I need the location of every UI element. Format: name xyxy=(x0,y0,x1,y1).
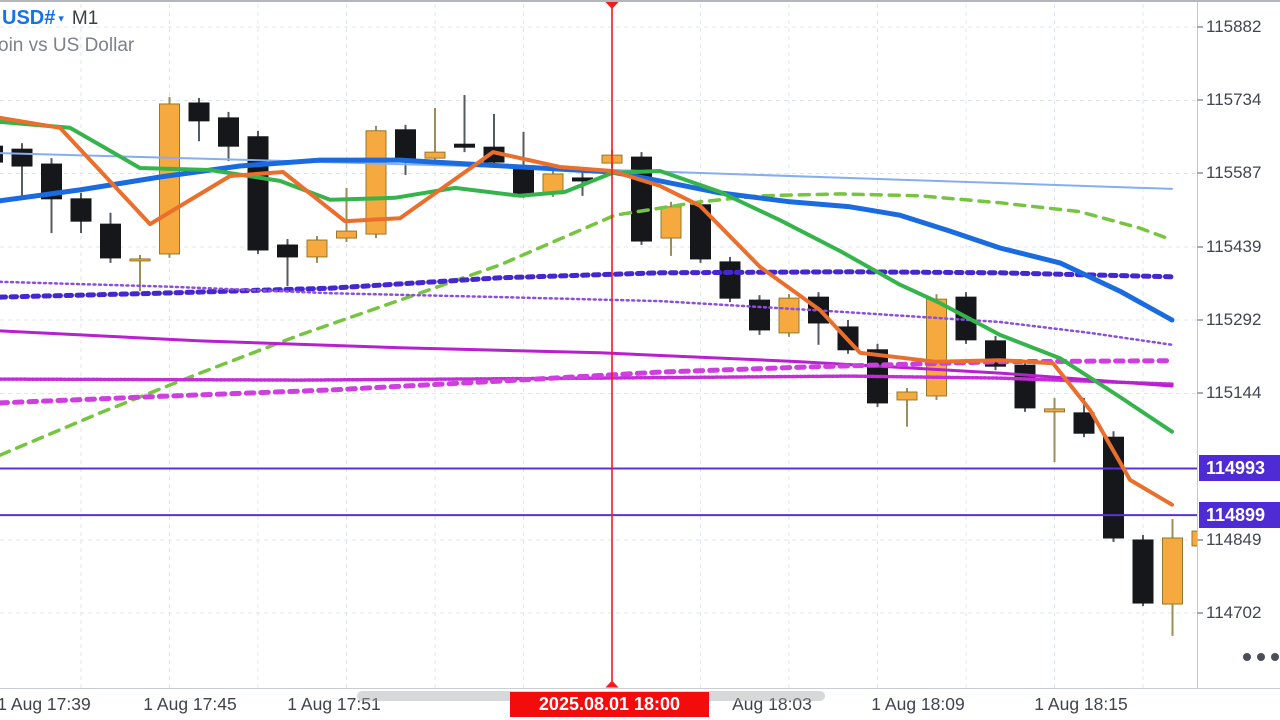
candle-body xyxy=(129,258,151,262)
ma-violet-dotted-line xyxy=(0,280,1174,347)
time-tick-label: Aug 18:03 xyxy=(732,694,812,714)
candle-body xyxy=(1014,364,1036,409)
price-tick-label: 115882 xyxy=(1206,17,1262,36)
candle-body xyxy=(277,244,298,258)
price-tick-mark xyxy=(1197,538,1203,541)
ma-magenta-solid-line xyxy=(0,329,1174,388)
candle-body xyxy=(1073,412,1095,434)
price-axis-border xyxy=(1197,2,1198,688)
candle-body xyxy=(719,261,741,299)
time-tick-label: 1 Aug 17:51 xyxy=(287,694,381,714)
price-tick-label: 114849 xyxy=(1206,529,1262,549)
candle-body xyxy=(1044,408,1065,413)
more-options-dots[interactable] xyxy=(1243,653,1279,661)
ma-indigo-dotted-line xyxy=(0,269,1174,300)
chart-top-border xyxy=(0,0,1280,2)
price-tick-label: 115439 xyxy=(1206,236,1262,256)
timeframe-label: M1 xyxy=(71,8,99,29)
candle-body xyxy=(1162,537,1183,605)
price-tick-mark xyxy=(1197,392,1203,395)
price-tick-label: 115587 xyxy=(1206,163,1262,183)
crosshair-top-arrow-icon xyxy=(605,2,619,9)
price-tick-mark xyxy=(1197,611,1203,614)
candle-body xyxy=(1191,530,1197,547)
candle-body xyxy=(11,148,33,167)
candle-body xyxy=(41,163,62,200)
price-tick-mark xyxy=(1197,99,1203,102)
price-tick-mark xyxy=(1197,245,1203,248)
candle-body xyxy=(306,239,328,258)
candle-body xyxy=(100,223,121,259)
candle-body xyxy=(336,230,357,239)
price-level-badge: 114899 xyxy=(1199,502,1280,529)
ma-magenta-dense-line xyxy=(0,374,1174,386)
crosshair-bottom-arrow-icon xyxy=(605,680,619,688)
symbol-header[interactable]: USD# ▾ M1 xyxy=(2,7,98,30)
candle-body xyxy=(513,165,534,195)
price-tick-mark xyxy=(1197,26,1203,28)
ma-green-dashed-line xyxy=(0,192,1174,457)
plot-area xyxy=(0,2,1197,688)
price-tick-label: 114702 xyxy=(1206,602,1262,622)
price-tick-mark xyxy=(1197,172,1203,175)
candle-body xyxy=(70,198,92,222)
ma-blue-line xyxy=(0,157,1175,323)
candle-body xyxy=(896,391,918,401)
chevron-down-icon[interactable]: ▾ xyxy=(58,13,64,25)
candle-body xyxy=(218,117,239,147)
candle-body xyxy=(188,102,210,122)
dot-icon xyxy=(1243,653,1251,661)
dot-icon xyxy=(1257,653,1265,661)
price-tick-mark xyxy=(1197,318,1203,321)
price-tick-label: 115144 xyxy=(1206,383,1262,403)
ma-magenta-dashed-line xyxy=(0,358,1175,406)
candle-body xyxy=(365,130,387,235)
candle-body xyxy=(926,298,947,397)
candle-body xyxy=(749,299,770,331)
time-tick-label: 1 Aug 17:39 xyxy=(0,694,91,714)
candle-body xyxy=(660,206,682,239)
time-axis-border xyxy=(0,688,1280,689)
time-tick-label: 1 Aug 17:45 xyxy=(143,694,237,714)
candle-body xyxy=(247,136,269,251)
dot-icon xyxy=(1271,653,1279,661)
price-tick-label: 115734 xyxy=(1206,90,1262,110)
time-tick-label: 1 Aug 18:15 xyxy=(1034,694,1128,714)
price-tick-label: 115292 xyxy=(1206,309,1262,329)
price-level-badge: 114993 xyxy=(1199,455,1280,482)
crosshair-time-badge: 2025.08.01 18:00 xyxy=(510,692,709,717)
candle-body xyxy=(778,297,800,334)
candle-body xyxy=(454,143,475,148)
candle-body xyxy=(395,129,416,159)
symbol-name[interactable]: USD# xyxy=(2,7,56,29)
time-tick-label: 1 Aug 18:09 xyxy=(871,694,965,714)
candle-body xyxy=(1132,539,1154,604)
symbol-description: oin vs US Dollar xyxy=(0,35,135,56)
candle-body xyxy=(424,151,446,159)
ma-orange-line xyxy=(0,115,1174,507)
